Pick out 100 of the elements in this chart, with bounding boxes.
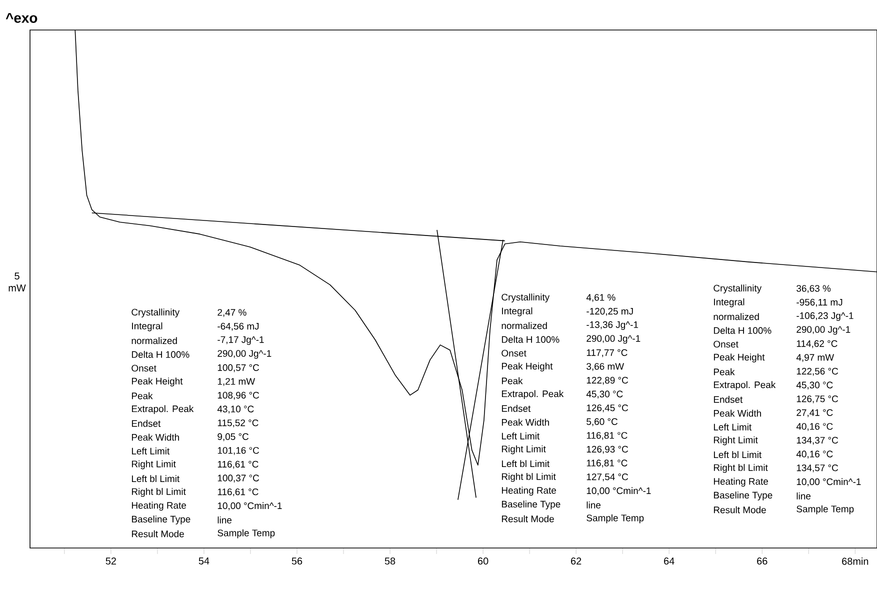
annotation: Peak Width <box>714 410 761 417</box>
annotation: Left Limit <box>502 432 540 440</box>
annotation: Baseline Type <box>132 516 190 524</box>
annotation: 40,16 °C <box>796 450 833 459</box>
annotation: 3,66 mW <box>586 363 624 371</box>
annotation: Heating Rate <box>502 486 556 496</box>
annotation: 101,16 °C <box>218 447 260 455</box>
annotation: Integral <box>502 307 532 316</box>
annotation: Crystallinity <box>132 308 180 318</box>
annotation: Left bl Limit <box>502 460 550 468</box>
annotation: 40,16 °C <box>796 423 833 431</box>
annotation: Result Mode <box>502 515 554 522</box>
annotation: 290,00 Jg^-1 <box>586 335 640 344</box>
annotation: Left Limit <box>132 448 170 454</box>
annotation: Heating Rate <box>132 502 186 511</box>
annotation: -956,11 mJ <box>796 298 842 307</box>
annotation: Result Mode <box>132 530 184 538</box>
annotation: 126,75 °C <box>796 395 838 404</box>
annotation: 27,41 °C <box>796 409 833 418</box>
annotation: 290,00 Jg^-1 <box>218 350 272 359</box>
annotation: Peak Width <box>132 434 179 441</box>
annotation: 116,61 °C <box>218 460 258 469</box>
x-tick-label: 56 <box>292 558 302 565</box>
annotation: Peak <box>502 377 523 384</box>
annotation: 100,57 °C <box>218 364 260 372</box>
annotation: -13,36 Jg^-1 <box>586 321 638 330</box>
annotation: Crystallinity <box>714 284 762 294</box>
annotation: 4,61 % <box>586 294 616 302</box>
annotation: Onset <box>132 364 156 372</box>
annotation: Left bl Limit <box>714 451 762 458</box>
text: 5 mW <box>8 272 26 292</box>
annotation: Extrapol. Peak <box>502 390 564 399</box>
annotation: Delta H 100% <box>502 336 560 343</box>
annotation: Crystallinity <box>502 294 550 302</box>
annotation: 290,00 Jg^-1 <box>796 326 850 335</box>
annotation: line <box>218 516 232 524</box>
annotation: Onset <box>502 350 526 357</box>
x-tick-label: 60 <box>478 558 488 565</box>
annotation: 36,63 % <box>796 285 831 293</box>
annotation: Extrapol. Peak <box>132 405 194 414</box>
x-tick-label: 58 <box>384 558 396 565</box>
annotation: Right bl Limit <box>132 488 186 497</box>
annotation: Right bl Limit <box>714 464 768 473</box>
annotation: 45,30 °C <box>586 390 623 399</box>
x-tick-label: 54 <box>198 558 210 564</box>
annotation: Left bl Limit <box>132 475 180 482</box>
annotation: 4,97 mW <box>796 354 834 362</box>
x-tick-label: 66 <box>757 558 768 565</box>
annotation: Integral <box>714 298 744 308</box>
annotation: Peak Height <box>132 378 183 386</box>
annotation: Delta H 100% <box>714 326 772 334</box>
annotation: Delta H 100% <box>132 350 190 358</box>
annotation: -7,17 Jg^-1 <box>218 336 264 345</box>
annotation: normalized <box>502 322 547 330</box>
annotation: 122,89 °C <box>586 376 628 385</box>
annotation: -64,56 mJ <box>218 322 259 331</box>
annotation: Baseline Type <box>714 492 772 500</box>
annotation: 116,81 °C <box>586 460 628 468</box>
annotation: 5,60 °C <box>586 418 618 426</box>
annotation: -106,23 Jg^-1 <box>796 312 854 321</box>
annotation: 1,21 mW <box>218 378 256 386</box>
annotation: 10,00 °Cmin^-1 <box>796 478 861 486</box>
annotation: 10,00 °Cmin^-1 <box>586 487 651 496</box>
annotation: Peak Width <box>502 418 549 426</box>
annotation: 126,93 °C <box>586 446 628 454</box>
annotation: 45,30 °C <box>796 382 833 390</box>
annotation: 116,81 °C <box>586 432 628 440</box>
annotation: normalized <box>132 337 177 344</box>
annotation: -120,25 mJ <box>586 308 633 316</box>
x-tick-label: 62 <box>571 558 582 565</box>
annotation: 126,45 °C <box>586 404 628 412</box>
annotation: Sample Temp <box>796 505 854 514</box>
annotation: normalized <box>714 313 759 320</box>
annotation: 100,37 °C <box>218 474 260 483</box>
annotation: Endset <box>502 404 531 412</box>
x-tick-label: 64 <box>664 558 674 565</box>
annotation: Endset <box>132 420 161 427</box>
annotation: 9,05 °C <box>218 433 249 442</box>
annotation: Peak Height <box>502 362 553 372</box>
annotation: Result Mode <box>714 506 766 514</box>
annotation: 116,61 °C <box>218 488 258 496</box>
annotation: line <box>586 502 601 508</box>
annotation: Right Limit <box>502 445 546 454</box>
annotation: 10,00 °Cmin^-1 <box>218 502 282 510</box>
annotation: Peak Height <box>714 354 765 362</box>
annotation: Sample Temp <box>218 529 275 538</box>
annotation: Endset <box>714 396 743 403</box>
annotation: 115,52 °C <box>218 419 258 428</box>
annotation: Integral <box>132 322 162 332</box>
annotation: Peak <box>132 392 153 400</box>
x-tick-label: 68min <box>842 558 868 565</box>
annotation: Left Limit <box>714 424 752 430</box>
annotation: Onset <box>714 340 738 348</box>
annotation: 114,62 °C <box>796 340 838 348</box>
annotation: 43,10 °C <box>217 406 254 414</box>
annotation: Baseline Type <box>502 500 560 510</box>
annotation: line <box>796 492 811 500</box>
annotation: 127,54 °C <box>586 473 628 482</box>
annotation: Right Limit <box>132 460 176 470</box>
annotation: 2,47 % <box>218 309 246 317</box>
